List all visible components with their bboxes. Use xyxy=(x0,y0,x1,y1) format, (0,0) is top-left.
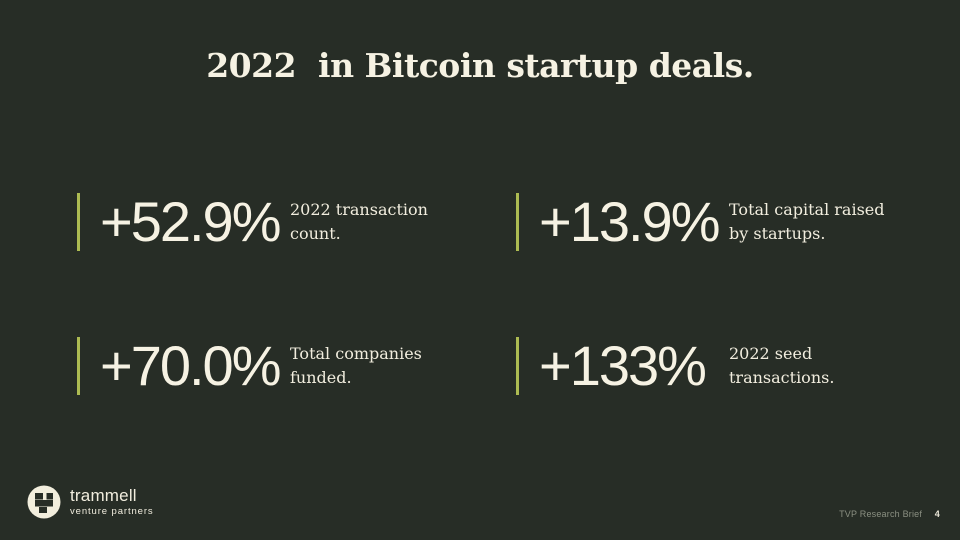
stat-label: Total capital raised by startups. xyxy=(729,198,885,246)
stats-grid: +52.9% 2022 transaction count. +13.9% To… xyxy=(77,193,955,395)
stat-label-line: 2022 transaction xyxy=(290,200,428,219)
stat-companies-funded: +70.0% Total companies funded. xyxy=(77,337,516,395)
stat-seed-transactions: +133% 2022 seed transactions. xyxy=(516,337,955,395)
stat-label-line: Total companies xyxy=(290,344,422,363)
stat-label: Total companies funded. xyxy=(290,342,422,390)
accent-bar xyxy=(77,193,80,251)
logo: trammell venture partners xyxy=(27,485,154,519)
page-title: 2022 in Bitcoin startup deals. xyxy=(206,46,754,85)
stat-value: +70.0% xyxy=(100,334,282,397)
trammell-logo-icon xyxy=(27,485,61,519)
research-brief-label: TVP Research Brief xyxy=(839,509,923,519)
stat-value: +52.9% xyxy=(100,190,282,253)
stat-label-line: by startups. xyxy=(729,224,826,243)
stat-label: 2022 transaction count. xyxy=(290,198,428,246)
stat-transaction-count: +52.9% 2022 transaction count. xyxy=(77,193,516,251)
stat-value: +13.9% xyxy=(539,190,721,253)
stat-label-line: transactions. xyxy=(729,368,835,387)
page-number: 4 xyxy=(934,509,940,519)
footer-right: TVP Research Brief 4 xyxy=(839,509,940,519)
stat-label-line: 2022 seed xyxy=(729,344,813,363)
stat-label-line: Total capital raised xyxy=(729,200,885,219)
stat-value: +133% xyxy=(539,334,707,397)
stat-label-line: count. xyxy=(290,224,341,243)
stat-capital-raised: +13.9% Total capital raised by startups. xyxy=(516,193,955,251)
accent-bar xyxy=(516,193,519,251)
accent-bar xyxy=(516,337,519,395)
stat-label-line: funded. xyxy=(290,368,352,387)
logo-text: trammell venture partners xyxy=(70,487,154,517)
logo-subtitle: venture partners xyxy=(70,506,154,518)
stat-label: 2022 seed transactions. xyxy=(729,342,834,390)
logo-wordmark: trammell xyxy=(70,486,137,506)
accent-bar xyxy=(77,337,80,395)
